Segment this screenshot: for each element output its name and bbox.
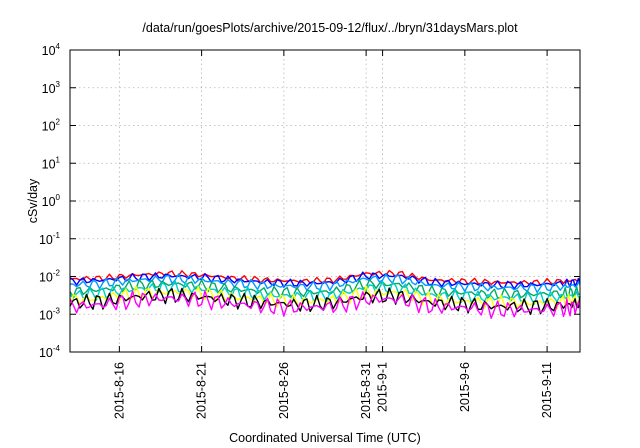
y-tick-label: 102 xyxy=(42,118,61,134)
y-tick-label: 10-1 xyxy=(39,231,61,247)
y-tick-base: 10 xyxy=(42,44,56,58)
y-tick-base: 10 xyxy=(39,271,53,285)
y-tick-base: 10 xyxy=(39,346,53,360)
x-tick-label: 2015-8-31 xyxy=(359,362,373,419)
y-tick-exponent: -2 xyxy=(53,269,61,278)
y-tick-exponent: 1 xyxy=(56,155,61,164)
grid-lines xyxy=(70,49,580,353)
y-tick-exponent: 0 xyxy=(56,193,61,202)
chart-title: /data/run/goesPlots/archive/2015-09-12/f… xyxy=(142,21,518,35)
y-tick-label: 100 xyxy=(42,193,61,209)
x-tick-label: 2015-8-21 xyxy=(195,362,209,419)
x-tick-label: 2015-9-11 xyxy=(540,362,554,418)
y-tick-base: 10 xyxy=(42,82,56,96)
y-tick-exponent: 2 xyxy=(56,118,61,127)
y-tick-exponent: -4 xyxy=(53,344,61,353)
y-tick-label: 10-3 xyxy=(39,306,61,322)
y-tick-label: 10-2 xyxy=(39,269,61,285)
x-axis-ticks: 2015-8-16 2015-8-21 2015-8-26 2015-8-31 2015… xyxy=(112,50,554,419)
y-tick-base: 10 xyxy=(42,157,56,171)
y-tick-label: 103 xyxy=(42,80,61,96)
x-tick-label: 2015-9-1 xyxy=(376,362,390,412)
data-series xyxy=(69,269,581,319)
y-tick-label: 10-4 xyxy=(39,344,61,360)
series-line-7 xyxy=(69,290,581,319)
y-tick-label: 101 xyxy=(42,155,61,171)
x-tick-label: 2015-8-26 xyxy=(277,362,291,419)
y-tick-label: 104 xyxy=(42,42,61,58)
y-tick-exponent: 4 xyxy=(56,42,61,51)
y-tick-base: 10 xyxy=(42,195,56,209)
y-tick-exponent: -3 xyxy=(53,306,61,315)
y-tick-exponent: 3 xyxy=(56,80,61,89)
y-tick-exponent: -1 xyxy=(53,231,61,240)
series-line-6 xyxy=(69,287,581,315)
x-axis-label: Coordinated Universal Time (UTC) xyxy=(229,431,421,445)
series-line-2 xyxy=(69,273,581,294)
y-tick-base: 10 xyxy=(42,120,56,134)
x-tick-label: 2015-8-16 xyxy=(112,362,126,419)
y-tick-base: 10 xyxy=(39,233,53,247)
x-tick-label: 2015-9-6 xyxy=(458,362,472,412)
y-tick-base: 10 xyxy=(39,308,53,322)
y-axis-label: cSv/day xyxy=(26,178,40,223)
